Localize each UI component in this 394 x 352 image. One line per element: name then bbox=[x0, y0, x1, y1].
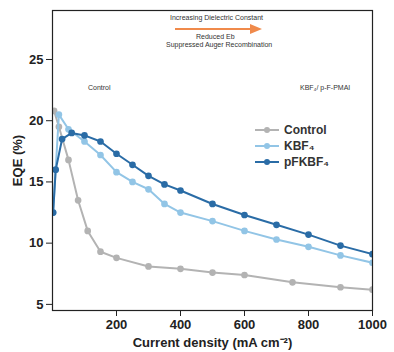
svg-text:15: 15 bbox=[29, 174, 43, 189]
svg-text:800: 800 bbox=[298, 317, 320, 332]
svg-text:20: 20 bbox=[29, 113, 43, 128]
html-text:pFKBF₄: pFKBF₄ bbox=[284, 155, 329, 169]
svg-text:25: 25 bbox=[29, 52, 43, 67]
html-text:Control: Control bbox=[284, 123, 327, 137]
svg-text:1000: 1000 bbox=[358, 317, 387, 332]
svg-text:Current density (mA cm⁻²): Current density (mA cm⁻²) bbox=[133, 335, 293, 350]
html-text:Reduced Eb: Reduced Eb bbox=[196, 33, 235, 40]
svg-text:10: 10 bbox=[29, 235, 43, 250]
html-text:KBF₄/ p-F-PMAI: KBF₄/ p-F-PMAI bbox=[300, 84, 351, 91]
html-text:KBF₄: KBF₄ bbox=[284, 139, 315, 153]
svg-text:5: 5 bbox=[36, 297, 43, 312]
svg-text:EQE (%): EQE (%) bbox=[10, 135, 25, 186]
html-text:Increasing Dielectric Constant: Increasing Dielectric Constant bbox=[170, 14, 263, 21]
svg-text:600: 600 bbox=[234, 317, 256, 332]
html-text:Suppressed Auger Recombination: Suppressed Auger Recombination bbox=[166, 41, 273, 48]
svg-text:400: 400 bbox=[170, 317, 192, 332]
html-text:Control: Control bbox=[88, 84, 111, 91]
svg-text:200: 200 bbox=[106, 317, 128, 332]
